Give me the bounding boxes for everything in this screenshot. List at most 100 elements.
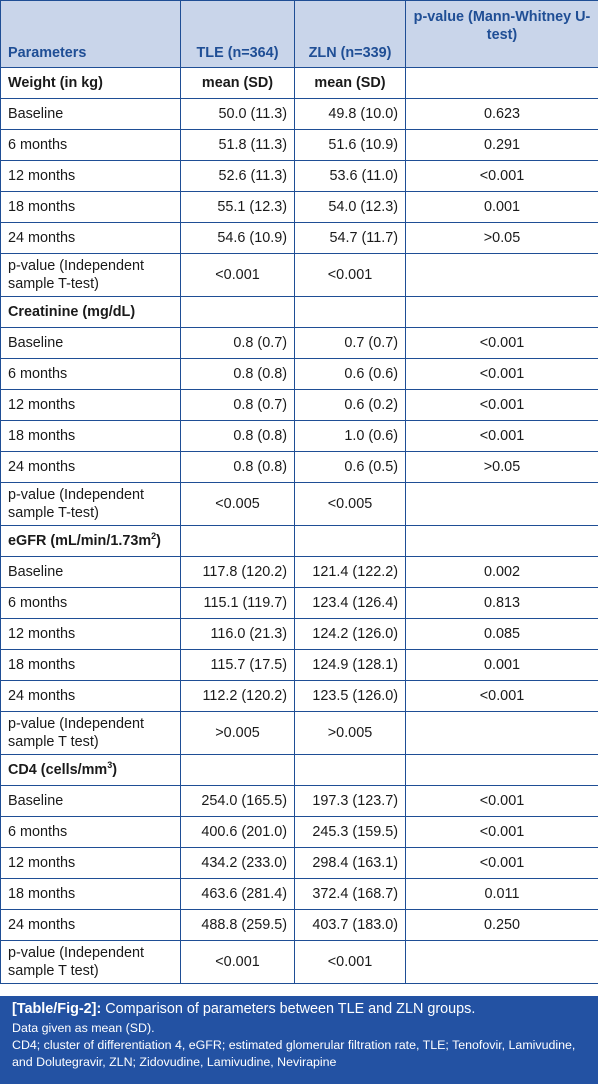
section-sub-pvalue xyxy=(405,296,598,328)
section-sub-zln: mean (SD) xyxy=(294,67,406,99)
table-body: Weight (in kg) mean (SD) mean (SD) Baseline… xyxy=(0,67,598,984)
tle-value: 115.7 (17.5) xyxy=(180,649,295,681)
section-title-end: ) xyxy=(112,762,117,778)
ttest-row: p-value (Independent sample T test) <0.00… xyxy=(0,940,598,984)
section-header-row: Weight (in kg) mean (SD) mean (SD) xyxy=(0,67,598,99)
tle-value: 488.8 (259.5) xyxy=(180,909,295,941)
section-header-row: Creatinine (mg/dL) xyxy=(0,296,598,328)
row-label: 18 months xyxy=(0,878,181,910)
table-row: 24 months 112.2 (120.2) 123.5 (126.0) <0.00… xyxy=(0,680,598,712)
tle-value: 116.0 (21.3) xyxy=(180,618,295,650)
tle-value: 434.2 (233.0) xyxy=(180,847,295,879)
ttest-zln: <0.001 xyxy=(294,253,406,297)
p-value: <0.001 xyxy=(405,327,598,359)
table-row: Baseline 0.8 (0.7) 0.7 (0.7) <0.001 xyxy=(0,327,598,359)
ttest-empty xyxy=(405,482,598,526)
tle-value: 55.1 (12.3) xyxy=(180,191,295,223)
section-title-text: Weight (in kg) xyxy=(8,75,103,91)
ttest-empty xyxy=(405,253,598,297)
section-title-end: ) xyxy=(156,533,161,549)
table-row: 18 months 115.7 (17.5) 124.9 (128.1) 0.001 xyxy=(0,649,598,681)
zln-value: 197.3 (123.7) xyxy=(294,785,406,817)
header-tle: TLE (n=364) xyxy=(180,0,295,68)
zln-value: 0.6 (0.6) xyxy=(294,358,406,390)
section-title: Weight (in kg) xyxy=(0,67,181,99)
row-label: 6 months xyxy=(0,587,181,619)
ttest-tle: >0.005 xyxy=(180,711,295,755)
p-value: <0.001 xyxy=(405,785,598,817)
row-label: 6 months xyxy=(0,816,181,848)
table-row: 24 months 0.8 (0.8) 0.6 (0.5) >0.05 xyxy=(0,451,598,483)
ttest-empty xyxy=(405,711,598,755)
tle-value: 50.0 (11.3) xyxy=(180,98,295,130)
zln-value: 298.4 (163.1) xyxy=(294,847,406,879)
p-value: >0.05 xyxy=(405,222,598,254)
ttest-row: p-value (Independent sample T-test) <0.00… xyxy=(0,482,598,526)
row-label: 12 months xyxy=(0,389,181,421)
table-row: 6 months 51.8 (11.3) 51.6 (10.9) 0.291 xyxy=(0,129,598,161)
p-value: <0.001 xyxy=(405,847,598,879)
zln-value: 0.6 (0.5) xyxy=(294,451,406,483)
header-zln: ZLN (n=339) xyxy=(294,0,406,68)
tle-value: 115.1 (119.7) xyxy=(180,587,295,619)
zln-value: 53.6 (11.0) xyxy=(294,160,406,192)
row-label: Baseline xyxy=(0,556,181,588)
row-label: 18 months xyxy=(0,420,181,452)
caption-tag: [Table/Fig-2]: xyxy=(12,1001,102,1017)
section-sub-zln xyxy=(294,754,406,786)
table-row: 6 months 0.8 (0.8) 0.6 (0.6) <0.001 xyxy=(0,358,598,390)
table-row: Baseline 117.8 (120.2) 121.4 (122.2) 0.002 xyxy=(0,556,598,588)
tle-value: 400.6 (201.0) xyxy=(180,816,295,848)
ttest-empty xyxy=(405,940,598,984)
row-label: 24 months xyxy=(0,909,181,941)
section-sub-tle: mean (SD) xyxy=(180,67,295,99)
section-sub-pvalue xyxy=(405,754,598,786)
section-sub-pvalue xyxy=(405,67,598,99)
zln-value: 121.4 (122.2) xyxy=(294,556,406,588)
tle-value: 254.0 (165.5) xyxy=(180,785,295,817)
row-label: Baseline xyxy=(0,98,181,130)
section-sub-zln xyxy=(294,296,406,328)
zln-value: 123.5 (126.0) xyxy=(294,680,406,712)
ttest-row: p-value (Independent sample T test) >0.00… xyxy=(0,711,598,755)
section-title-superscript: 3 xyxy=(107,760,113,771)
table-row: 6 months 400.6 (201.0) 245.3 (159.5) <0.001 xyxy=(0,816,598,848)
ttest-label: p-value (Independent sample T test) xyxy=(0,711,181,755)
p-value: 0.291 xyxy=(405,129,598,161)
ttest-zln: >0.005 xyxy=(294,711,406,755)
ttest-tle: <0.001 xyxy=(180,940,295,984)
table-row: 12 months 52.6 (11.3) 53.6 (11.0) <0.001 xyxy=(0,160,598,192)
section-sub-zln xyxy=(294,525,406,557)
tle-value: 112.2 (120.2) xyxy=(180,680,295,712)
zln-value: 49.8 (10.0) xyxy=(294,98,406,130)
zln-value: 372.4 (168.7) xyxy=(294,878,406,910)
row-label: 24 months xyxy=(0,222,181,254)
tle-value: 0.8 (0.8) xyxy=(180,420,295,452)
tle-value: 463.6 (281.4) xyxy=(180,878,295,910)
section-sub-tle xyxy=(180,525,295,557)
section-header-row: CD4 (cells/mm3) xyxy=(0,754,598,786)
row-label: Baseline xyxy=(0,785,181,817)
ttest-zln: <0.001 xyxy=(294,940,406,984)
tle-value: 0.8 (0.8) xyxy=(180,358,295,390)
p-value: <0.001 xyxy=(405,389,598,421)
table-row: 12 months 434.2 (233.0) 298.4 (163.1) <0.00… xyxy=(0,847,598,879)
section-header-row: eGFR (mL/min/1.73m2) xyxy=(0,525,598,557)
caption-title: [Table/Fig-2]: Comparison of parameters … xyxy=(12,1000,586,1018)
p-value: 0.250 xyxy=(405,909,598,941)
p-value: 0.085 xyxy=(405,618,598,650)
p-value: >0.05 xyxy=(405,451,598,483)
table-row: 18 months 55.1 (12.3) 54.0 (12.3) 0.001 xyxy=(0,191,598,223)
table-row: Baseline 254.0 (165.5) 197.3 (123.7) <0.001 xyxy=(0,785,598,817)
p-value: 0.813 xyxy=(405,587,598,619)
p-value: <0.001 xyxy=(405,358,598,390)
caption-note-abbreviations: CD4; cluster of differentiation 4, eGFR;… xyxy=(12,1038,576,1069)
section-title: CD4 (cells/mm3) xyxy=(0,754,181,786)
table-row: Baseline 50.0 (11.3) 49.8 (10.0) 0.623 xyxy=(0,98,598,130)
section-sub-tle xyxy=(180,754,295,786)
ttest-tle: <0.005 xyxy=(180,482,295,526)
zln-value: 245.3 (159.5) xyxy=(294,816,406,848)
row-label: 18 months xyxy=(0,649,181,681)
table-row: 24 months 54.6 (10.9) 54.7 (11.7) >0.05 xyxy=(0,222,598,254)
